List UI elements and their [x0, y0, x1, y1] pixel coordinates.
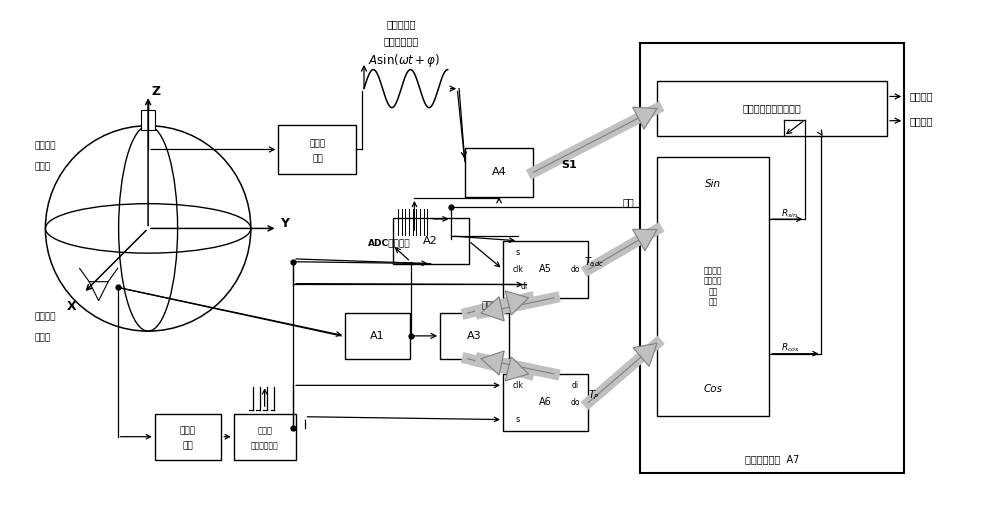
Text: 交流输出信号: 交流输出信号	[383, 36, 419, 46]
Text: 最小均方误差解调算法: 最小均方误差解调算法	[743, 103, 801, 114]
Text: 脉冲指示信号: 脉冲指示信号	[251, 442, 278, 451]
Text: A5: A5	[539, 264, 552, 274]
Text: Sin: Sin	[705, 179, 721, 189]
Text: A6: A6	[539, 397, 552, 408]
Text: $A\sin(\omega t+\varphi)$: $A\sin(\omega t+\varphi)$	[368, 52, 440, 69]
FancyBboxPatch shape	[503, 241, 588, 298]
Text: Cos: Cos	[704, 384, 723, 394]
Text: 大器: 大器	[312, 155, 323, 163]
FancyBboxPatch shape	[657, 157, 769, 416]
Text: do: do	[570, 398, 580, 407]
Text: do: do	[570, 265, 580, 274]
Text: s: s	[516, 248, 520, 257]
FancyBboxPatch shape	[141, 111, 155, 130]
Text: di: di	[572, 381, 579, 390]
Text: $R_{cos}$: $R_{cos}$	[781, 342, 799, 354]
FancyBboxPatch shape	[155, 414, 221, 460]
Polygon shape	[481, 351, 504, 375]
Polygon shape	[633, 229, 657, 251]
Text: 同相输出: 同相输出	[910, 92, 933, 101]
FancyBboxPatch shape	[345, 313, 410, 359]
Text: 整周期: 整周期	[257, 426, 272, 436]
FancyBboxPatch shape	[657, 81, 887, 136]
Polygon shape	[505, 291, 529, 315]
Text: 顶端光电: 顶端光电	[35, 141, 56, 150]
Text: s: s	[516, 415, 520, 424]
FancyBboxPatch shape	[465, 147, 533, 197]
Text: 前置放: 前置放	[180, 426, 196, 436]
Text: 前置放: 前置放	[309, 139, 325, 148]
Text: A1: A1	[370, 331, 385, 341]
Text: clk: clk	[513, 381, 524, 390]
Text: $T_P$: $T_P$	[588, 388, 600, 402]
Text: 计数值: 计数值	[482, 301, 498, 310]
Text: Y: Y	[280, 217, 289, 230]
Polygon shape	[505, 357, 529, 381]
Text: clk: clk	[513, 265, 524, 274]
Text: $R_{sin}$: $R_{sin}$	[781, 207, 797, 220]
Text: 传感器: 传感器	[35, 162, 51, 171]
Polygon shape	[633, 107, 657, 129]
Text: di: di	[520, 282, 527, 291]
Text: X: X	[67, 300, 77, 313]
Text: 赤道光电: 赤道光电	[35, 312, 56, 322]
Text: S1: S1	[562, 160, 577, 169]
Text: 时信钟号
同恢步复
参算
考法: 时信钟号 同恢步复 参算 考法	[704, 266, 722, 307]
FancyBboxPatch shape	[278, 125, 356, 174]
Text: ADC采样脉冲: ADC采样脉冲	[368, 238, 410, 247]
FancyBboxPatch shape	[234, 414, 296, 460]
Text: 传感器: 传感器	[35, 333, 51, 343]
Text: A2: A2	[423, 236, 438, 246]
FancyBboxPatch shape	[393, 218, 469, 264]
Text: 数字处理单元  A7: 数字处理单元 A7	[745, 455, 799, 464]
Text: 传感器检测: 传感器检测	[386, 19, 416, 29]
FancyBboxPatch shape	[640, 43, 904, 473]
Text: $T_{adc}$: $T_{adc}$	[584, 255, 604, 269]
Polygon shape	[481, 296, 504, 321]
Text: Z: Z	[151, 85, 160, 98]
FancyBboxPatch shape	[440, 313, 509, 359]
Text: A3: A3	[467, 331, 482, 341]
Text: 大器: 大器	[183, 442, 193, 451]
Text: A4: A4	[492, 167, 506, 177]
Text: 正交输出: 正交输出	[910, 116, 933, 126]
Text: 中断: 中断	[622, 197, 634, 207]
FancyBboxPatch shape	[503, 374, 588, 431]
Polygon shape	[633, 344, 657, 367]
